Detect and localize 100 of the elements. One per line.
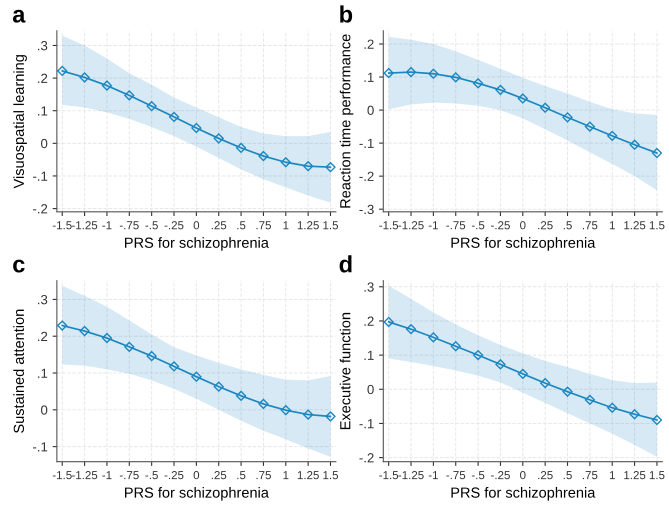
x-tick-label: 1.25	[298, 471, 319, 480]
y-tick-label: .2	[364, 40, 374, 49]
x-tick-label: .75	[582, 221, 598, 230]
point	[428, 68, 438, 79]
point	[384, 68, 394, 78]
x-tick-label: -1.25	[398, 221, 424, 230]
point	[562, 112, 573, 122]
x-axis-title: PRS for schizophrenia	[451, 237, 596, 251]
point	[168, 361, 180, 372]
x-tick-label: -1	[102, 471, 112, 480]
y-tick-label: -.1	[359, 138, 374, 148]
point	[629, 409, 640, 420]
x-tick-label: 1	[610, 471, 615, 480]
x-tick-label: .5	[237, 471, 246, 480]
point	[168, 112, 180, 122]
x-tick-label: 1	[610, 221, 615, 230]
y-tick-label: .1	[38, 368, 48, 378]
point	[518, 93, 528, 104]
point	[450, 341, 461, 352]
y-tick-label: -.1	[33, 442, 48, 452]
point	[258, 150, 269, 162]
point	[540, 378, 550, 388]
x-tick-label: -.5	[145, 471, 158, 480]
point	[124, 342, 134, 352]
point	[236, 390, 246, 401]
y-tick-label: -.3	[359, 204, 374, 214]
x-tick-label: 1.5	[323, 221, 338, 230]
y-tick-label: .2	[38, 74, 48, 83]
point	[450, 72, 461, 82]
x-tick-label: -.25	[164, 471, 184, 480]
x-tick-label: 1.25	[624, 221, 646, 230]
point	[124, 90, 134, 100]
x-tick-label: -.75	[120, 471, 139, 480]
x-tick-label: -.75	[446, 221, 466, 230]
x-tick-label: 1.5	[323, 471, 338, 480]
point	[57, 66, 68, 76]
y-tick-label: .2	[38, 332, 48, 341]
point	[472, 78, 484, 88]
chart-title: d	[340, 255, 352, 273]
point	[191, 372, 202, 382]
x-tick-label: .25	[538, 221, 553, 230]
x-tick-label: .75	[256, 221, 271, 230]
x-tick-label: -1.25	[398, 471, 424, 480]
x-tick-label: -.25	[164, 221, 184, 230]
point	[406, 324, 416, 334]
y-axis-title: Executive function	[340, 312, 350, 430]
x-axis-title: PRS for schizophrenia	[451, 487, 596, 501]
x-tick-label: 0	[194, 471, 200, 480]
y-tick-label: .2	[364, 316, 374, 326]
x-tick-label: 0	[520, 471, 526, 480]
x-tick-label: -.5	[145, 221, 158, 230]
point	[607, 402, 618, 413]
x-tick-label: -1.5	[379, 471, 398, 480]
y-tick-label: .3	[38, 294, 48, 304]
x-tick-label: -1	[428, 471, 438, 480]
point	[652, 148, 662, 158]
point	[191, 122, 202, 134]
x-tick-label: -.25	[491, 221, 510, 230]
y-axis-title: Visuospatial learning	[13, 55, 27, 188]
x-tick-label: 0	[194, 221, 200, 230]
chart-title: c	[13, 260, 25, 273]
x-axis-title: PRS for schizophrenia	[125, 487, 269, 501]
point	[325, 162, 336, 172]
point	[584, 394, 595, 405]
point	[584, 121, 595, 132]
y-axis-title: Sustained attention	[13, 310, 24, 433]
point	[102, 80, 112, 91]
point	[79, 326, 90, 336]
point	[102, 332, 112, 344]
x-tick-label: -1	[428, 221, 438, 230]
x-tick-label: -.75	[120, 221, 139, 230]
y-tick-label: -.2	[359, 172, 374, 181]
y-tick-label: .1	[364, 350, 374, 360]
point	[652, 414, 662, 426]
y-tick-label: 0	[41, 405, 48, 415]
point	[214, 133, 224, 144]
x-tick-label: -.25	[491, 471, 510, 480]
x-tick-label: -.5	[472, 471, 484, 480]
y-tick-label: .1	[364, 72, 374, 82]
chart-title: b	[340, 5, 352, 23]
point	[518, 368, 528, 380]
x-tick-label: -.5	[472, 221, 484, 230]
x-tick-label: -1.25	[72, 221, 98, 230]
y-tick-label: 0	[367, 106, 374, 115]
x-tick-label: 1.25	[624, 471, 646, 480]
x-tick-label: .75	[582, 471, 598, 480]
x-tick-label: -1.5	[379, 221, 398, 230]
x-tick-label: 1.5	[650, 471, 664, 480]
point	[303, 161, 314, 172]
point	[540, 102, 550, 113]
point	[406, 66, 416, 78]
point	[384, 316, 394, 328]
x-tick-label: -.75	[446, 471, 466, 480]
x-tick-label: .75	[256, 471, 271, 480]
y-tick-label: .1	[38, 106, 48, 116]
x-tick-label: .5	[237, 221, 246, 230]
y-tick-label: .3	[38, 41, 48, 50]
x-tick-label: 1.25	[298, 221, 319, 230]
y-tick-label: 0	[41, 138, 48, 148]
y-tick-label: .3	[364, 282, 374, 292]
